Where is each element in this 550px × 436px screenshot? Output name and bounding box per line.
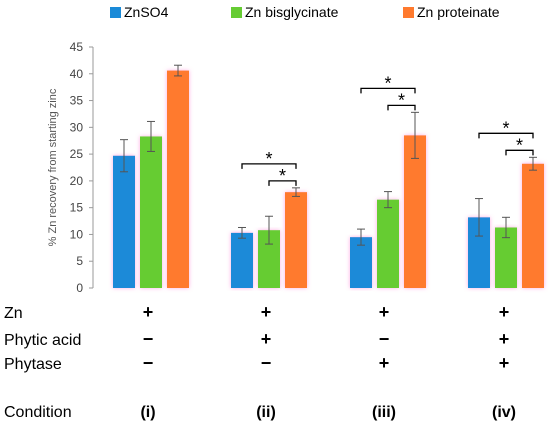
bar-znso4 xyxy=(350,237,372,288)
significance-brackets: * * * * * * xyxy=(241,73,534,186)
y-tick-label: 40 xyxy=(70,67,84,81)
condition-row-label: Phytase xyxy=(4,356,62,373)
bars xyxy=(113,64,544,288)
y-tick-label: 45 xyxy=(70,40,84,54)
condition-mark: − xyxy=(143,329,154,349)
bar-zn-proteinate xyxy=(522,163,544,288)
significance-star: * xyxy=(516,135,523,155)
significance-bracket xyxy=(360,87,416,94)
significance-star: * xyxy=(265,149,272,169)
y-tick-label: 30 xyxy=(70,120,84,134)
condition-row-label: Zn xyxy=(4,305,23,322)
bar-zn-proteinate xyxy=(167,70,189,288)
bar-zn-bisglycinate xyxy=(140,136,162,288)
legend-label: ZnSO4 xyxy=(124,4,169,20)
y-tick-label: 35 xyxy=(70,94,84,108)
condition-group-label: (i) xyxy=(140,404,155,421)
condition-group-label: (ii) xyxy=(256,404,276,421)
condition-mark: + xyxy=(499,329,510,349)
bar-znso4 xyxy=(113,155,135,288)
legend-label: Zn bisglycinate xyxy=(245,4,339,20)
significance-star: * xyxy=(398,90,405,110)
y-tick-label: 15 xyxy=(70,201,84,215)
bar-zn-bisglycinate xyxy=(495,227,517,288)
legend-label: Zn proteinate xyxy=(417,4,500,20)
condition-mark: + xyxy=(379,302,390,322)
bar-zn-proteinate xyxy=(285,192,307,288)
legend-swatch xyxy=(110,7,121,18)
bar-znso4 xyxy=(468,217,490,288)
bar-zn-bisglycinate xyxy=(377,199,399,288)
significance-bracket xyxy=(387,104,416,111)
significance-bracket xyxy=(241,163,297,169)
y-tick-label: 5 xyxy=(76,254,83,268)
significance-bracket xyxy=(478,132,534,139)
significance-bracket xyxy=(268,180,297,186)
condition-mark: + xyxy=(499,353,510,373)
y-axis-label: % Zn recovery from starting zinc xyxy=(47,88,59,246)
condition-row-label: Phytic acid xyxy=(4,332,81,349)
significance-star: * xyxy=(502,118,509,138)
condition-mark: − xyxy=(379,329,390,349)
bar-zn-proteinate xyxy=(404,135,426,288)
bar-znso4 xyxy=(231,232,253,288)
condition-mark: − xyxy=(143,353,154,373)
y-tick-label: 25 xyxy=(70,147,84,161)
condition-mark: − xyxy=(261,353,272,373)
significance-star: * xyxy=(279,166,286,186)
condition-group-label: (iii) xyxy=(372,404,396,421)
y-tick-label: 10 xyxy=(70,227,84,241)
y-tick-label: 0 xyxy=(76,281,83,295)
condition-group-label: (iv) xyxy=(492,404,516,421)
y-axis: 0 5 10 15 20 25 30 35 40 45 % Zn recovery from sta… xyxy=(47,40,94,295)
conditions-table: Zn + + + + Phytic acid − + − + Phytase − − + + Conditio… xyxy=(4,302,516,421)
condition-mark: + xyxy=(379,353,390,373)
bar-zn-bisglycinate xyxy=(258,230,280,288)
significance-bracket xyxy=(505,149,534,156)
condition-mark: + xyxy=(261,329,272,349)
significance-star: * xyxy=(384,73,391,93)
legend-swatch xyxy=(231,7,242,18)
condition-mark: + xyxy=(261,302,272,322)
condition-mark: + xyxy=(143,302,154,322)
condition-mark: + xyxy=(499,302,510,322)
y-tick-label: 20 xyxy=(70,174,84,188)
legend-swatch xyxy=(403,7,414,18)
condition-label: Condition xyxy=(4,404,72,421)
legend: ZnSO4 Zn bisglycinate Zn proteinate xyxy=(110,4,500,20)
